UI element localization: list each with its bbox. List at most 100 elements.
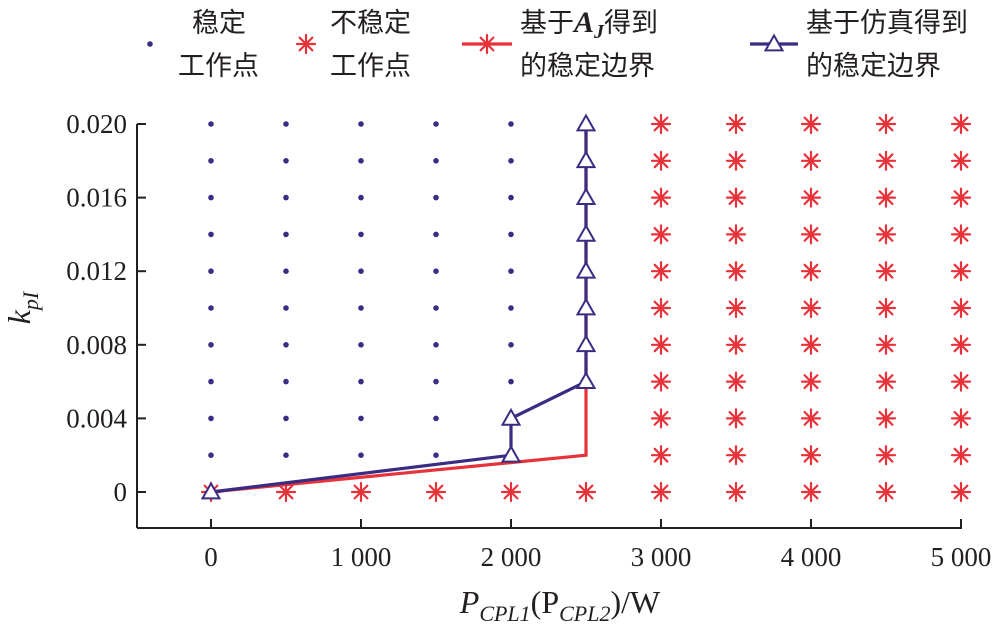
data-point: [725, 261, 747, 282]
series-line: [210, 124, 588, 494]
data-point: [650, 371, 672, 392]
x-tick-label: 1 000: [331, 542, 392, 572]
data-point: [650, 150, 672, 171]
data-point: [433, 231, 439, 238]
data-point: [283, 342, 289, 348]
data-point: [358, 415, 364, 422]
data-point: [283, 378, 289, 385]
data-point: [800, 224, 822, 245]
data-point: [208, 268, 214, 275]
y-tick-label: 0.012: [66, 256, 127, 286]
data-point: [650, 334, 672, 355]
data-point: [725, 334, 747, 355]
data-point: [575, 223, 597, 242]
data-point: [875, 371, 897, 392]
x-tick-label: 4 000: [781, 542, 842, 572]
data-point: [950, 297, 972, 319]
data-point: [800, 481, 822, 503]
data-point: [800, 113, 822, 135]
data-point: [283, 268, 289, 275]
data-point: [800, 445, 822, 466]
data-point: [725, 224, 747, 245]
data-point: [650, 445, 672, 466]
data-point: [800, 261, 822, 282]
data-point: [508, 121, 514, 127]
series-3: [200, 113, 597, 500]
data-point: [500, 481, 522, 503]
data-point: [575, 297, 597, 316]
data-point: [433, 121, 439, 127]
data-point: [433, 158, 439, 164]
data-point: [358, 194, 364, 201]
data-point: [725, 445, 747, 466]
series-0: [208, 121, 514, 459]
data-point: [208, 158, 214, 164]
data-point: [575, 113, 597, 132]
data-point: [433, 342, 439, 348]
data-point: [350, 481, 372, 503]
data-point: [800, 150, 822, 171]
data-point: [208, 452, 214, 459]
data-point: [425, 481, 447, 503]
data-point: [575, 260, 597, 279]
data-point: [725, 150, 747, 171]
y-tick-label: 0.008: [66, 330, 127, 360]
data-point: [433, 268, 439, 275]
data-point: [575, 481, 597, 503]
data-point: [800, 408, 822, 429]
x-tick-label: 0: [204, 542, 218, 572]
data-point: [508, 378, 514, 385]
data-point: [950, 187, 972, 208]
data-point: [500, 444, 522, 463]
data-point: [800, 371, 822, 392]
data-point: [275, 481, 297, 503]
data-point: [725, 297, 747, 319]
data-point: [508, 158, 514, 164]
x-axis-label-sub1: CPL1: [479, 601, 530, 626]
data-point: [508, 305, 514, 311]
data-point: [950, 113, 972, 135]
data-point: [508, 342, 514, 348]
data-point: [950, 224, 972, 245]
data-point: [358, 158, 364, 164]
data-point: [650, 261, 672, 282]
data-point: [575, 371, 597, 389]
data-point: [950, 481, 972, 503]
x-tick-label: 5 000: [931, 542, 992, 572]
x-axis-label-main: P: [459, 584, 480, 620]
x-axis-label-tail: )/W: [610, 584, 661, 620]
data-point: [575, 150, 597, 169]
data-point: [358, 305, 364, 311]
data-point: [283, 452, 289, 459]
data-point: [208, 305, 214, 311]
legend-label-line1: 不稳定: [330, 8, 411, 39]
data-point: [950, 334, 972, 355]
data-point: [725, 481, 747, 503]
data-point: [575, 187, 597, 205]
data-point: [950, 261, 972, 282]
legend-label-line1: 基于仿真得到: [806, 8, 968, 39]
data-point: [650, 113, 672, 135]
y-axis-label-sub: pI: [18, 290, 43, 312]
data-point: [650, 297, 672, 319]
data-point: [875, 445, 897, 466]
data-point: [283, 305, 289, 311]
data-point: [208, 121, 214, 127]
data-point: [950, 371, 972, 392]
data-point: [725, 371, 747, 392]
data-point: [875, 150, 897, 171]
data-point: [508, 268, 514, 275]
series-1: [275, 113, 972, 503]
axes: 0 0.004 0.008 0.012 0.016 0.020 0 1 000 2 000 3 0…: [66, 109, 991, 572]
legend-marker: [147, 41, 153, 47]
data-point: [433, 305, 439, 311]
data-point: [508, 231, 514, 238]
y-tick-label: 0: [114, 477, 128, 507]
data-point: [950, 150, 972, 171]
data-point: [725, 113, 747, 135]
